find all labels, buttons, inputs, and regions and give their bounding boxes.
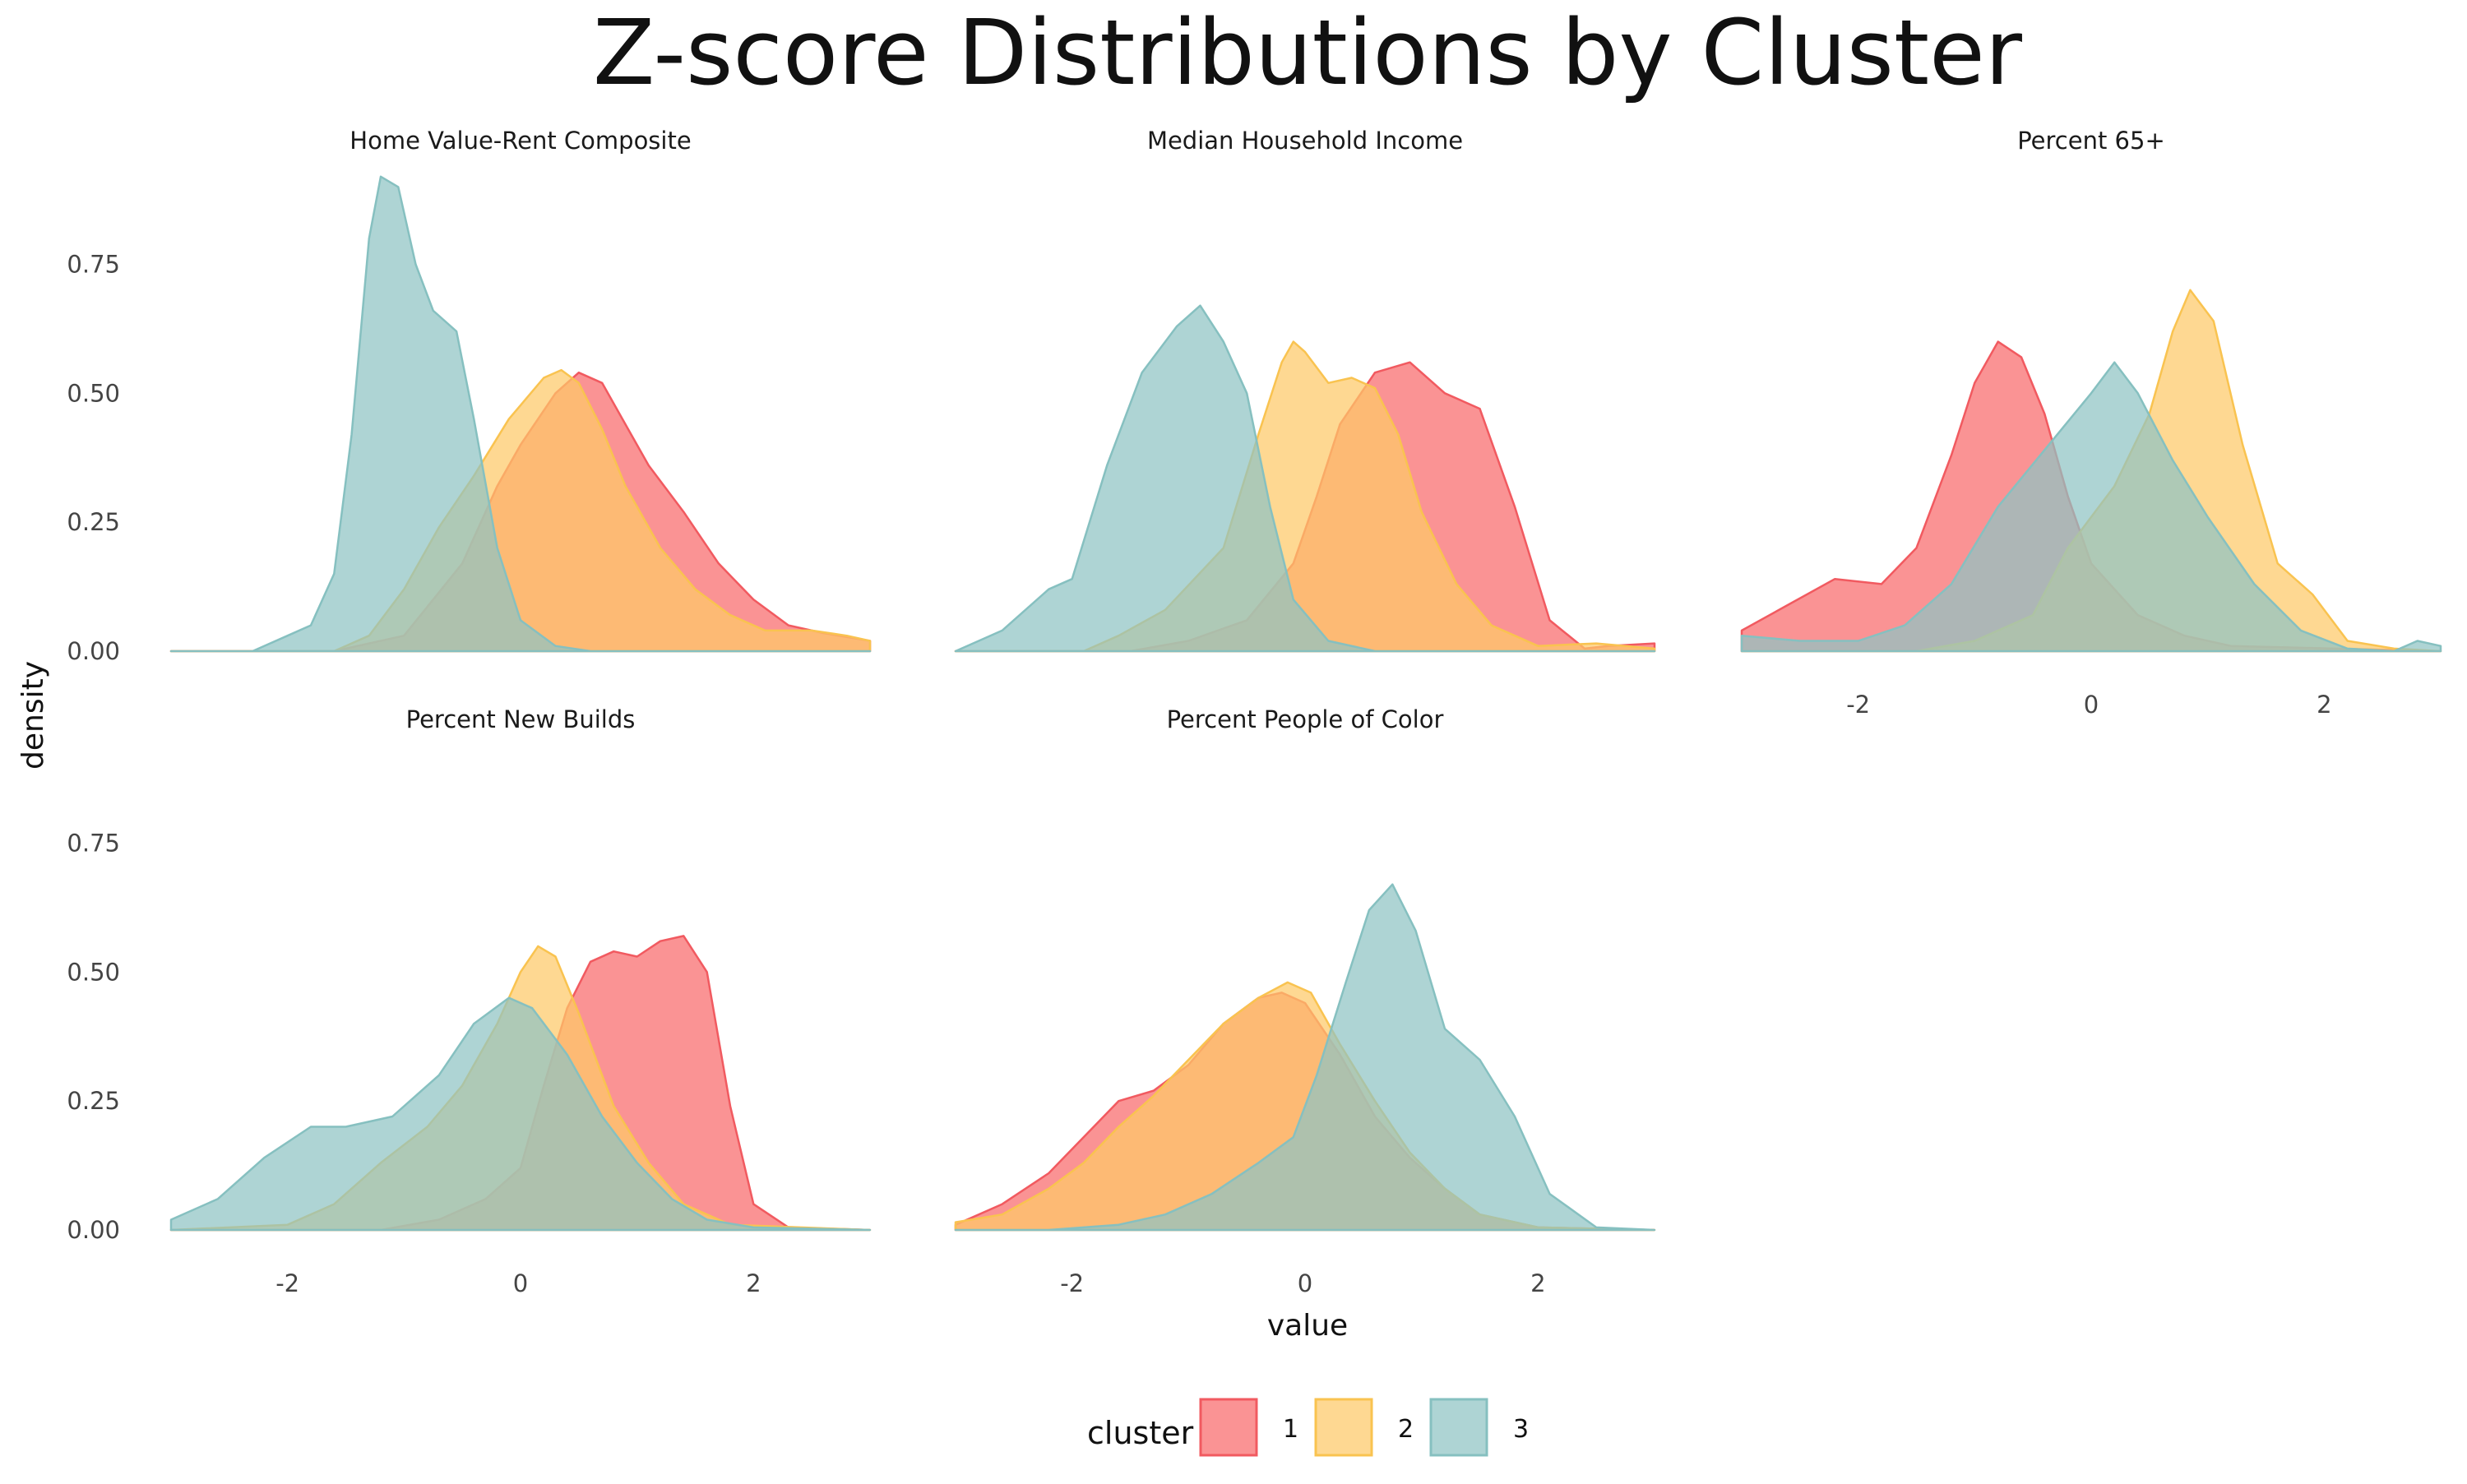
facet-title: Median Household Income [1147,127,1463,155]
facet-title: Home Value-Rent Composite [349,127,691,155]
x-tick-label: 2 [1530,1269,1545,1297]
legend-swatch-cluster-3 [1429,1398,1488,1457]
density-area-cluster-3 [1740,361,2442,653]
facet-panel: Percent 65+ -2 0 2 [1740,127,2442,719]
y-tick-label: 0.25 [67,508,120,536]
y-tick-label: 0.75 [67,829,120,857]
x-axis-title: value [1267,1309,1348,1343]
facet-title: Percent 65+ [2017,127,2165,155]
chart-title: Z-score Distributions by Cluster [593,0,2023,105]
x-tick-label: -2 [275,1269,299,1297]
legend-label-cluster-3: 3 [1513,1415,1529,1444]
x-tick-label: 2 [2317,691,2331,719]
y-axis-title: density [16,661,50,770]
facet-title: Percent People of Color [1167,705,1444,733]
x-tick-label: -2 [1846,691,1870,719]
facet-panel: Percent New Builds 0.00 0.25 0.50 0.75 -2 0 2 [67,705,872,1297]
y-tick-label: 0.00 [67,1216,120,1244]
legend-label-cluster-2: 2 [1398,1415,1414,1444]
legend-swatch-cluster-1 [1199,1398,1258,1457]
x-tick-label: 0 [513,1269,528,1297]
x-tick-label: 0 [2084,691,2099,719]
facet-panel: Median Household Income [954,127,1656,653]
facet-panel: Home Value-Rent Composite 0.00 0.25 0.50 0.7… [67,127,872,665]
facet-panel: Percent People of Color -2 0 2 [954,705,1656,1297]
facets: Home Value-Rent Composite 0.00 0.25 0.50 0.7… [67,127,2442,1297]
x-tick-label: 2 [746,1269,761,1297]
density-area-cluster-3 [954,304,1656,653]
legend-swatch-cluster-2 [1314,1398,1373,1457]
density-area-cluster-3 [169,175,872,653]
legend-label-cluster-1: 1 [1283,1415,1298,1444]
density-area-cluster-3 [954,883,1656,1232]
y-tick-label: 0.25 [67,1087,120,1115]
x-tick-label: 0 [1298,1269,1312,1297]
x-tick-label: -2 [1060,1269,1084,1297]
y-tick-label: 0.50 [67,958,120,986]
facet-title: Percent New Builds [406,705,636,733]
y-tick-label: 0.00 [67,637,120,665]
legend: cluster 1 2 3 [1087,1398,1529,1457]
y-tick-label: 0.50 [67,379,120,407]
legend-entries: 1 2 3 [1199,1398,1529,1457]
legend-title: cluster [1087,1415,1194,1451]
density-area-cluster-3 [169,996,872,1232]
y-tick-label: 0.75 [67,250,120,278]
